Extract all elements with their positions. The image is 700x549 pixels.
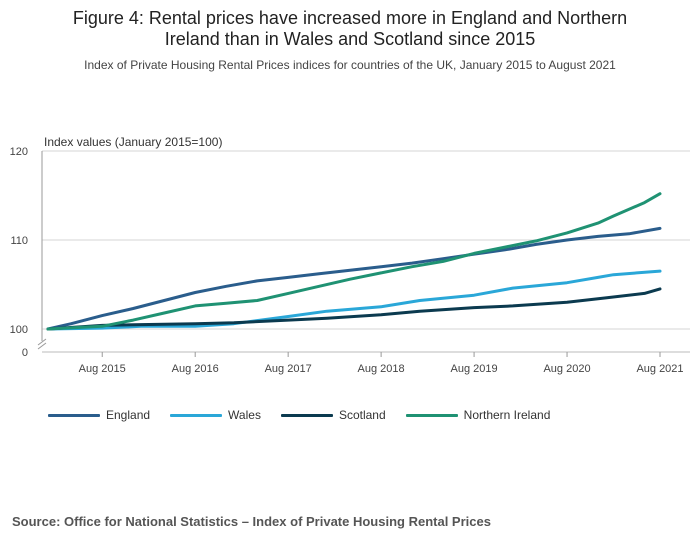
- chart-title-line-1: Figure 4: Rental prices have increased m…: [72, 8, 628, 28]
- x-tick-label: Aug 2016: [172, 363, 219, 375]
- series-line-england: [46, 226, 662, 331]
- legend-label: England: [106, 408, 151, 422]
- source-note: Source: Office for National Statistics –…: [12, 514, 491, 529]
- y-tick-label: 120: [10, 146, 28, 158]
- legend-swatch: [170, 413, 223, 417]
- y-tick-label: 110: [10, 235, 28, 247]
- legend-label: Scotland: [338, 408, 386, 422]
- legend-swatch: [48, 413, 100, 417]
- legend-item-wales[interactable]: Wales: [170, 408, 261, 422]
- legend-label: Wales: [228, 408, 261, 422]
- y-axis-title: Index values (January 2015=100): [44, 135, 222, 149]
- y-tick-label: 100: [10, 324, 28, 336]
- y-tick-label-zero: 0: [22, 347, 28, 359]
- axis-break-mark: [37, 338, 47, 346]
- chart-title: Figure 4: Rental prices have increased m…: [0, 8, 700, 50]
- x-tick-label: Aug 2020: [543, 363, 590, 375]
- series-line-northern-ireland: [46, 192, 662, 331]
- x-tick-label: Aug 2019: [451, 363, 498, 375]
- series-line-scotland: [46, 287, 662, 331]
- axis-break-mark: [37, 342, 47, 350]
- chart-title-line-2: Ireland than in Wales and Scotland since…: [164, 29, 536, 49]
- x-tick-label: Aug 2021: [636, 363, 683, 375]
- legend-label: Northern Ireland: [463, 408, 551, 422]
- legend-swatch: [280, 413, 333, 417]
- legend-item-northern-ireland[interactable]: Northern Ireland: [405, 408, 551, 422]
- chart-legend: England Wales Scotland Northern Ireland: [48, 408, 570, 422]
- chart-subtitle: Index of Private Housing Rental Prices i…: [84, 58, 616, 72]
- series-line-wales: [46, 269, 662, 331]
- legend-swatch: [405, 413, 458, 417]
- legend-item-scotland[interactable]: Scotland: [280, 408, 386, 422]
- x-tick-label: Aug 2015: [79, 363, 126, 375]
- legend-item-england[interactable]: England: [48, 408, 150, 422]
- x-tick-label: Aug 2018: [358, 363, 405, 375]
- x-tick-label: Aug 2017: [265, 363, 312, 375]
